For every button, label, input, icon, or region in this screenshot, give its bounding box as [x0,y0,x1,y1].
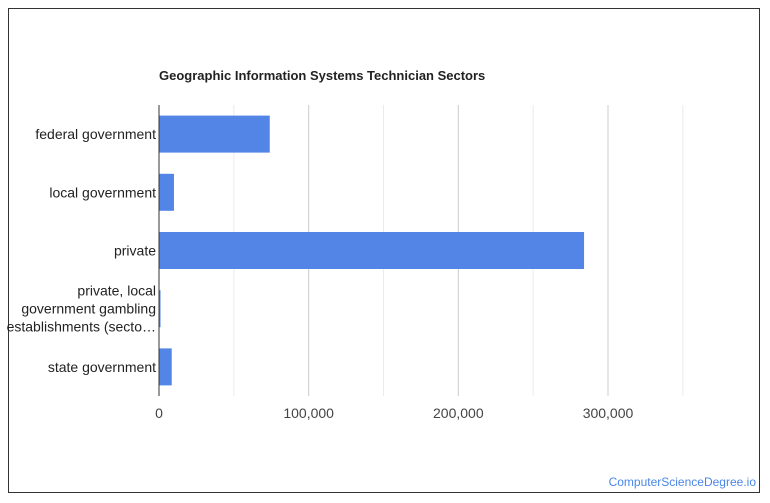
category-label: federal government [35,126,156,142]
category-label: private, local [77,283,156,299]
site-watermark[interactable]: ComputerScienceDegree.io [608,475,756,489]
bar [159,290,161,328]
bar [159,173,174,211]
chart-title: Geographic Information Systems Technicia… [159,68,485,83]
x-tick-label: 300,000 [583,405,634,421]
bar [159,115,270,153]
category-label: private [114,243,156,259]
x-tick-label: 200,000 [433,405,484,421]
category-label: state government [48,359,156,375]
x-tick-label: 0 [155,405,163,421]
bar [159,232,585,269]
category-label: establishments (secto… [7,319,156,335]
category-label: government gambling [21,301,156,317]
bar [159,348,172,386]
x-tick-label: 100,000 [283,405,334,421]
category-label: local government [49,184,156,200]
